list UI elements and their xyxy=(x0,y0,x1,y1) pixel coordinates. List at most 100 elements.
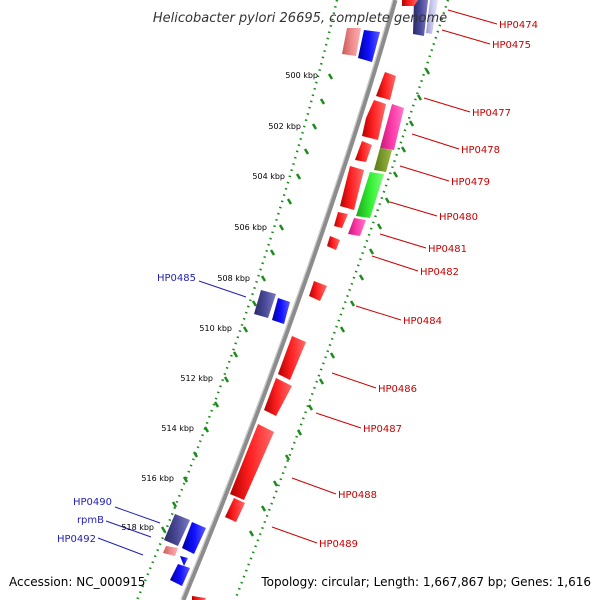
inner-tick-mark xyxy=(232,351,239,358)
label-hp0485: HP0485 xyxy=(157,273,196,284)
outer-tick-mark xyxy=(272,480,279,487)
tick-label-512: 512 kbp xyxy=(180,374,213,383)
inner-tick-mark xyxy=(182,476,189,483)
gene-hp0486[interactable] xyxy=(278,336,306,380)
outer-tick-mark xyxy=(392,171,399,178)
gene-hp0482[interactable] xyxy=(327,236,340,250)
outer-tick-mark xyxy=(260,505,267,512)
tick-label-514: 514 kbp xyxy=(161,424,194,433)
gene-hp0492[interactable] xyxy=(170,564,190,586)
gene-hp0492-a[interactable] xyxy=(180,556,188,566)
outer-tick-mark xyxy=(284,454,291,461)
gene-hp0478[interactable] xyxy=(362,100,386,140)
outer-tick-mark xyxy=(416,94,423,101)
tick-label-508: 508 kbp xyxy=(217,274,250,283)
label-hp0486: HP0486 xyxy=(378,384,417,395)
gene-hp0474-b[interactable] xyxy=(426,0,438,34)
gene-rpmb[interactable] xyxy=(163,546,178,556)
gene-hp0477[interactable] xyxy=(376,72,396,100)
label-hp0488: HP0488 xyxy=(338,490,377,501)
tick-label-500: 500 kbp xyxy=(285,71,318,80)
gene-hp0484[interactable] xyxy=(309,281,327,301)
inner-tick-mark xyxy=(223,376,230,383)
gene-labels: HP0474 HP0475 HP0477 HP0478 HP0479 HP048… xyxy=(57,20,538,550)
outer-tick-mark xyxy=(384,197,391,204)
inner-tick-mark xyxy=(251,300,258,307)
label-rpmb: rpmB xyxy=(77,515,104,526)
gene-hp0479[interactable] xyxy=(355,141,372,162)
outer-tick-mark xyxy=(296,429,303,436)
outer-tick-mark xyxy=(358,274,365,281)
inner-tick-mark xyxy=(171,501,178,508)
outer-major-ticks xyxy=(248,68,431,537)
gene-hp0474[interactable] xyxy=(413,0,428,36)
outer-tick-mark xyxy=(400,146,407,153)
inner-tick-mark xyxy=(160,526,167,533)
gene-hp0480[interactable] xyxy=(340,166,364,210)
gene-hp0490[interactable] xyxy=(182,522,206,554)
inner-tick-mark xyxy=(327,73,334,80)
label-hp0489: HP0489 xyxy=(319,539,358,550)
outer-tick-mark xyxy=(368,248,375,255)
genome-backbone-highlight xyxy=(180,0,394,600)
gene-hp0485[interactable] xyxy=(272,298,290,324)
gene-hp0478-b[interactable] xyxy=(380,104,404,150)
gene-hp0480-b[interactable] xyxy=(356,172,384,218)
gene-hp0479-b[interactable] xyxy=(374,148,392,172)
inner-tick-mark xyxy=(260,275,267,282)
label-hp0479: HP0479 xyxy=(451,177,490,188)
label-hp0492: HP0492 xyxy=(57,534,96,545)
label-hp0475: HP0475 xyxy=(492,40,531,51)
tick-label-504: 504 kbp xyxy=(252,172,285,181)
outer-tick-mark xyxy=(329,352,336,359)
label-hp0477: HP0477 xyxy=(472,108,511,119)
inner-tick-mark xyxy=(319,98,326,105)
outer-tick-mark xyxy=(248,530,255,537)
inner-tick-mark xyxy=(278,224,285,231)
inner-tick-mark xyxy=(269,249,276,256)
inner-tick-mark xyxy=(286,198,293,205)
gene-bottom-edge[interactable] xyxy=(192,596,206,600)
gene-hp0485-a[interactable] xyxy=(254,290,276,318)
gene-hp0488[interactable] xyxy=(230,424,274,500)
tick-label-518: 518 kbp xyxy=(121,523,154,532)
inner-tick-mark xyxy=(311,123,318,130)
outer-tick-mark xyxy=(307,404,314,411)
inner-tick-mark xyxy=(203,426,210,433)
gene-hp0487[interactable] xyxy=(264,378,292,416)
topology-summary: Topology: circular; Length: 1,667,867 bp… xyxy=(260,575,591,589)
label-connectors xyxy=(97,9,498,556)
label-hp0481: HP0481 xyxy=(428,244,467,255)
gene-hp0490-a[interactable] xyxy=(164,514,190,546)
outer-tick-mark xyxy=(349,300,356,307)
inner-tick-mark xyxy=(295,173,302,180)
label-hp0474: HP0474 xyxy=(499,20,538,31)
outer-tick-mark xyxy=(339,326,346,333)
label-hp0480: HP0480 xyxy=(439,212,478,223)
gene-hp0475-b[interactable] xyxy=(358,30,380,62)
outer-tick-mark xyxy=(408,120,415,127)
feature-track xyxy=(163,0,438,600)
outer-dotted-ring xyxy=(233,0,450,600)
gene-hp0475[interactable] xyxy=(342,28,361,56)
label-hp0484: HP0484 xyxy=(403,316,442,327)
tick-label-502: 502 kbp xyxy=(268,122,301,131)
inner-tick-mark xyxy=(192,451,199,458)
gene-hp0481-b[interactable] xyxy=(348,218,366,236)
gene-hp0474-cap[interactable] xyxy=(402,0,418,6)
genome-title: Helicobacter pylori 26695, complete geno… xyxy=(153,11,447,26)
outer-tick-mark xyxy=(424,68,431,75)
inner-ticks xyxy=(160,73,334,533)
tick-label-516: 516 kbp xyxy=(141,474,174,483)
outer-tick-mark xyxy=(376,223,383,230)
label-hp0478: HP0478 xyxy=(461,145,500,156)
inner-tick-mark xyxy=(303,148,310,155)
label-hp0490: HP0490 xyxy=(73,497,112,508)
genome-backbone xyxy=(180,0,398,600)
gene-hp0489[interactable] xyxy=(225,498,245,522)
tick-label-506: 506 kbp xyxy=(234,223,267,232)
label-hp0482: HP0482 xyxy=(420,267,459,278)
outer-tick-mark xyxy=(318,378,325,385)
gene-hp0481[interactable] xyxy=(334,212,348,228)
